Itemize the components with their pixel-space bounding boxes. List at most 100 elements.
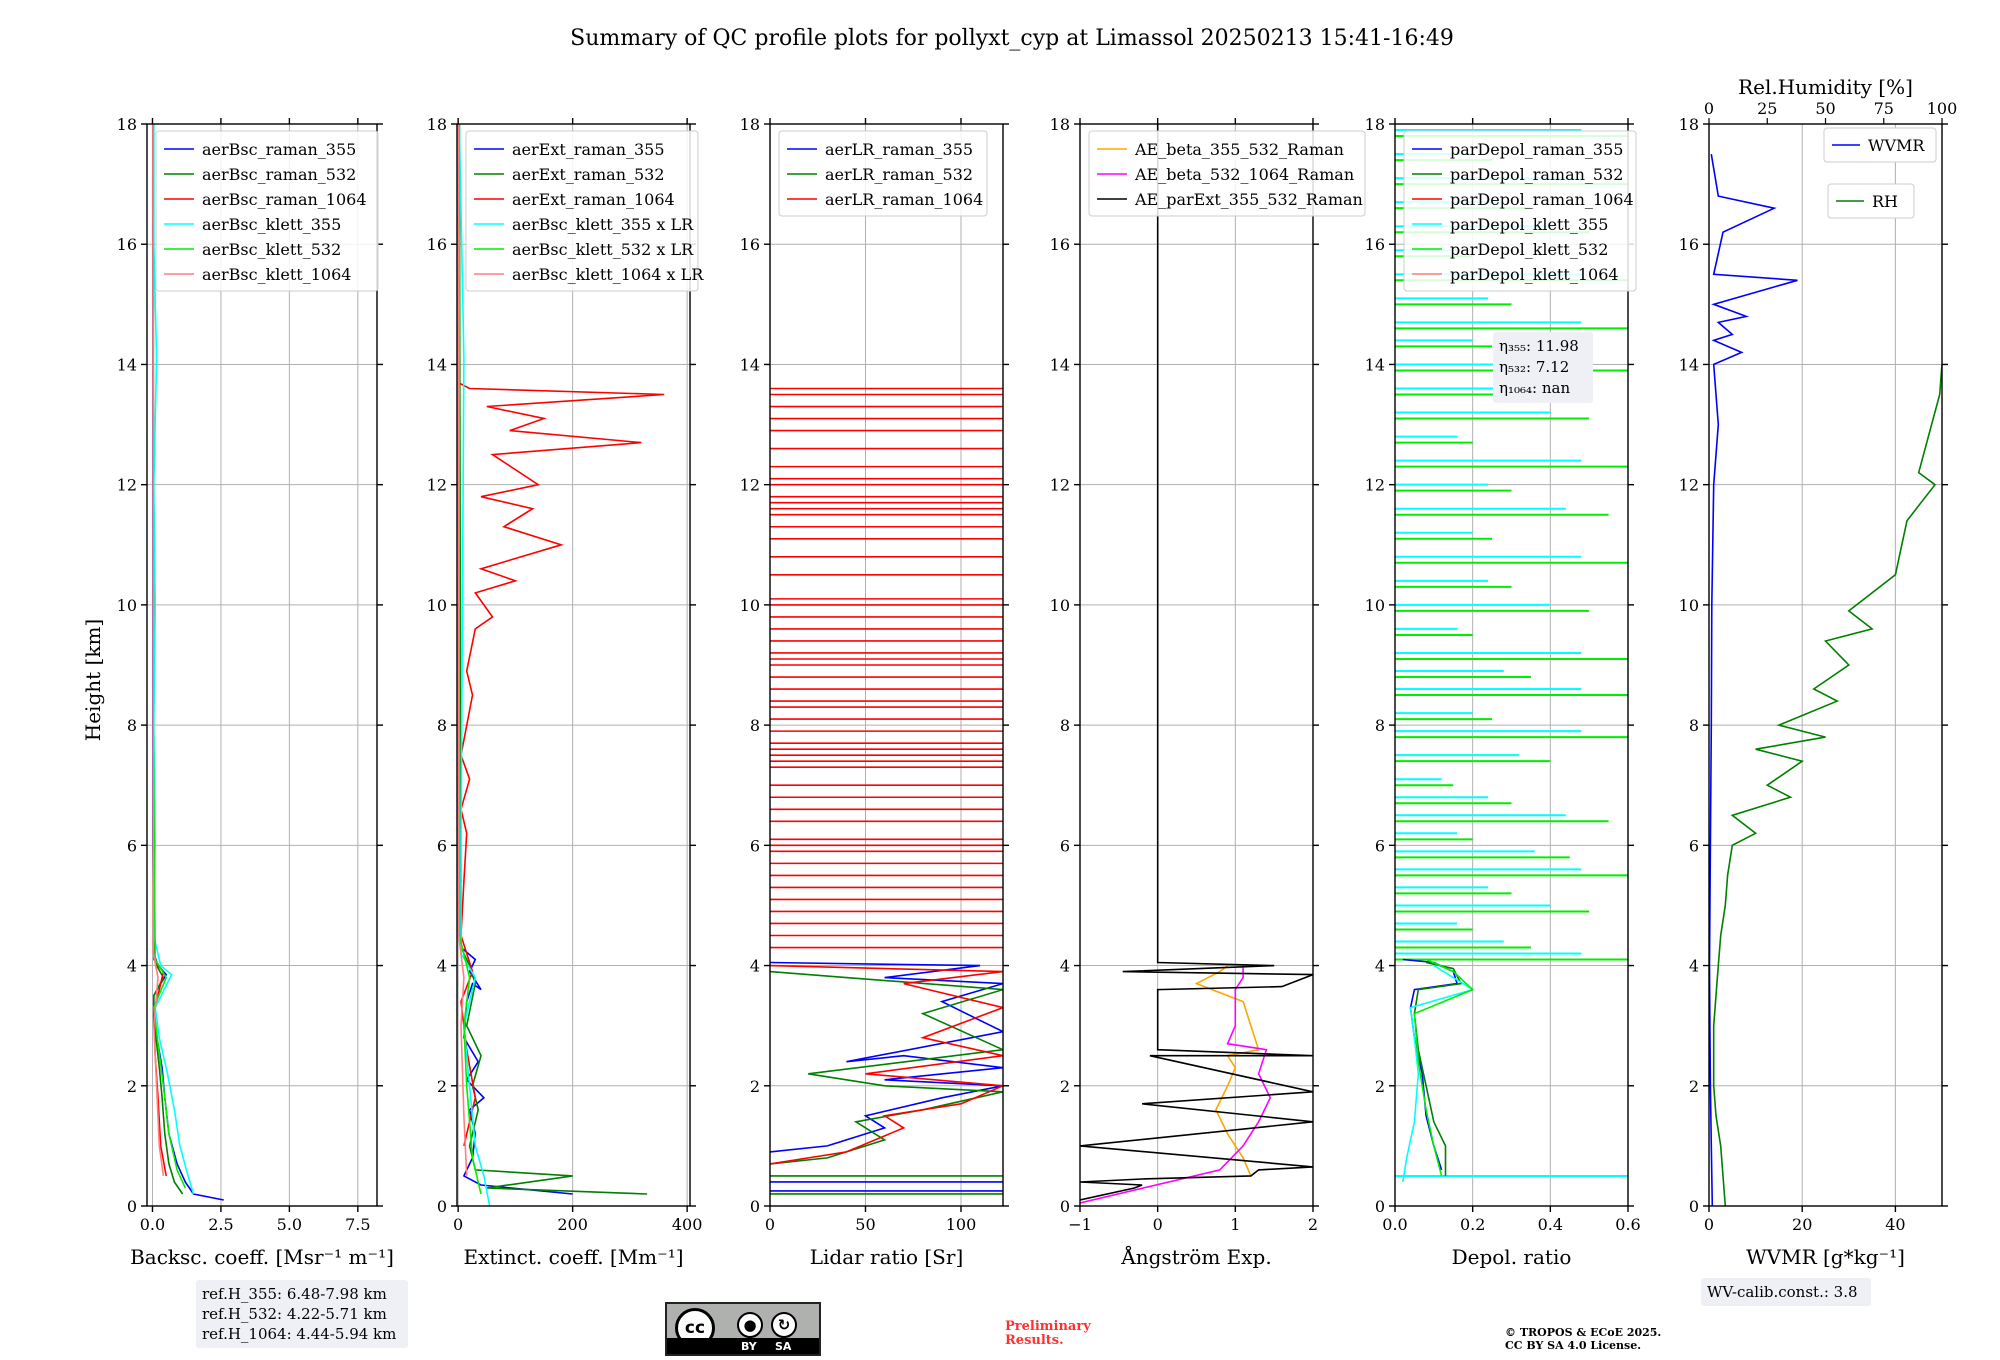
series-aerBsc_klett_1064: [152, 124, 165, 1177]
cc-license-badge: cc ● ↻ BY SA: [665, 1302, 821, 1356]
x-tick-label: 1: [1230, 1215, 1240, 1234]
series-aerBsc_klett_355: [152, 124, 195, 1195]
y-tick-label: 0: [750, 1197, 760, 1216]
x-tick-label: 0: [1704, 1215, 1714, 1234]
legend-entry: aerBsc_klett_1064: [202, 265, 351, 284]
y-tick-label: 12: [427, 476, 447, 495]
series-aerLR_raman_532: [770, 970, 1003, 1165]
x-axis-label: Ångström Exp.: [1120, 1244, 1271, 1269]
ref-height-1064: ref.H_1064: 4.44-5.94 km: [202, 1325, 397, 1343]
panel-depol: 0 2 4 6 8 10 12 14 16 18 0.0 0.2 0.4 0.6 Depol. ratio p…: [1365, 115, 1641, 1269]
series-aerLR_raman_355: [770, 961, 1003, 1153]
legend-entry: RH: [1872, 192, 1898, 211]
plot-area: [457, 124, 665, 1206]
axes-frame: [456, 123, 691, 1207]
legend-entry: parDepol_klett_1064: [1450, 265, 1619, 284]
series-RH: [1712, 364, 1942, 1206]
legend-rh: RH: [1827, 183, 1915, 219]
y-tick-label: 0: [437, 1197, 447, 1216]
legend-box: [465, 130, 699, 292]
x-tick-label: −1: [1068, 1215, 1092, 1234]
series-aerBsc_klett_355 x LR: [458, 124, 491, 1206]
legend-entry: aerLR_raman_532: [825, 165, 973, 184]
legend-box: [778, 130, 988, 217]
y-tick-label: 12: [117, 476, 137, 495]
top-x-tick-label: 0: [1704, 99, 1714, 118]
preliminary-line-1: Preliminary: [1005, 1319, 1091, 1334]
y-tick-label: 6: [1689, 836, 1699, 855]
cc-by-label: BY: [741, 1340, 757, 1353]
share-alike-icon: ↻: [771, 1312, 797, 1338]
legend-entry: aerBsc_klett_355 x LR: [512, 215, 694, 234]
y-tick-label: 8: [127, 716, 137, 735]
legend-entry: parDepol_raman_355: [1450, 140, 1623, 159]
y-axis-label: Height [km]: [81, 619, 105, 741]
legend-entry: AE_beta_355_532_Raman: [1134, 140, 1344, 159]
legend-wvmr: WVMR: [1823, 127, 1937, 163]
y-tick-label: 2: [437, 1077, 447, 1096]
y-tick-label: 18: [427, 115, 447, 134]
x-tick-label: 0: [765, 1215, 775, 1234]
legend-entry: aerBsc_klett_532: [202, 240, 341, 259]
y-tick-label: 2: [1689, 1077, 1699, 1096]
y-tick-label: 18: [1050, 115, 1070, 134]
y-tick-label: 16: [1679, 235, 1699, 254]
legend-box: [155, 130, 379, 292]
top-x-tick-label: 50: [1815, 99, 1835, 118]
legend: parDepol_raman_355 parDepol_raman_532 parD…: [1403, 130, 1637, 292]
y-tick-label: 10: [117, 596, 137, 615]
legend-entry: aerExt_raman_1064: [512, 190, 675, 209]
y-tick-label: 14: [427, 355, 447, 374]
legend-entry: aerBsc_klett_532 x LR: [512, 240, 694, 259]
y-tick-label: 4: [1689, 957, 1699, 976]
series-aerBsc_klett_532: [152, 124, 187, 1189]
wv-calibration-constant: WV-calib.const.: 3.8: [1707, 1283, 1858, 1301]
y-tick-label: 10: [740, 596, 760, 615]
series-aerBsc_klett_1064 x LR: [457, 124, 468, 1176]
x-tick-label: 400: [672, 1215, 703, 1234]
panel-extinction: 0 2 4 6 8 10 12 14 16 18 0 200 400 Extinct. coeff. [M…: [427, 115, 705, 1269]
series-aerExt_raman_1064: [457, 381, 665, 1147]
x-tick-label: 0.0: [140, 1215, 165, 1234]
x-tick-label: 0.4: [1538, 1215, 1563, 1234]
legend-entry: aerBsc_klett_1064 x LR: [512, 265, 704, 284]
x-tick-label: 2.5: [208, 1215, 233, 1234]
y-tick-label: 16: [1365, 235, 1385, 254]
panel-backscatter: 0 2 4 6 8 10 12 14 16 18 0.0 2.5 5.0 7.5 Backsc. coeff…: [117, 115, 394, 1269]
x-tick-label: 0: [453, 1215, 463, 1234]
y-tick-label: 8: [1375, 716, 1385, 735]
y-tick-label: 8: [437, 716, 447, 735]
y-tick-label: 4: [127, 957, 137, 976]
legend-box: [1827, 183, 1915, 219]
y-tick-label: 10: [1050, 596, 1070, 615]
legend-entry: AE_beta_532_1064_Raman: [1134, 165, 1354, 184]
axes-frame: [146, 123, 378, 1207]
legend-entry: aerLR_raman_355: [825, 140, 973, 159]
preliminary-results-note: Preliminary Results.: [1005, 1320, 1091, 1348]
x-tick-label: 0: [1153, 1215, 1163, 1234]
x-axis-label: Backsc. coeff. [Msr⁻¹ m⁻¹]: [130, 1245, 394, 1269]
axes-frame: [1394, 123, 1629, 1207]
plot-area: [1709, 153, 1942, 1206]
y-tick-label: 16: [427, 235, 447, 254]
figure-title: Summary of QC profile plots for pollyxt_…: [570, 26, 1454, 51]
y-tick-label: 12: [740, 476, 760, 495]
y-tick-label: 8: [1060, 716, 1070, 735]
x-tick-label: 2: [1308, 1215, 1318, 1234]
top-x-tick-label: 100: [1927, 99, 1958, 118]
ref-height-532: ref.H_532: 4.22-5.71 km: [202, 1305, 387, 1323]
y-tick-label: 10: [1365, 596, 1385, 615]
y-tick-label: 18: [740, 115, 760, 134]
y-tick-label: 0: [127, 1197, 137, 1216]
series-AE_beta_355_532_Raman: [1194, 964, 1260, 1177]
x-tick-label: 50: [855, 1215, 875, 1234]
y-tick-label: 14: [1365, 355, 1385, 374]
legend-entry: aerBsc_raman_1064: [202, 190, 367, 209]
legend-entry: aerExt_raman_532: [512, 165, 665, 184]
y-tick-label: 4: [1060, 957, 1070, 976]
series-WVMR: [1709, 153, 1798, 1206]
y-tick-label: 2: [1375, 1077, 1385, 1096]
x-tick-label: 100: [946, 1215, 977, 1234]
eta-355: η₃₅₅: 11.98: [1499, 337, 1579, 355]
panel-wvmr_rh: 0 25 50 75 100 Rel.Humidity [%] 0 2 4 6 8 10 12 14 16 1…: [1679, 75, 1958, 1269]
